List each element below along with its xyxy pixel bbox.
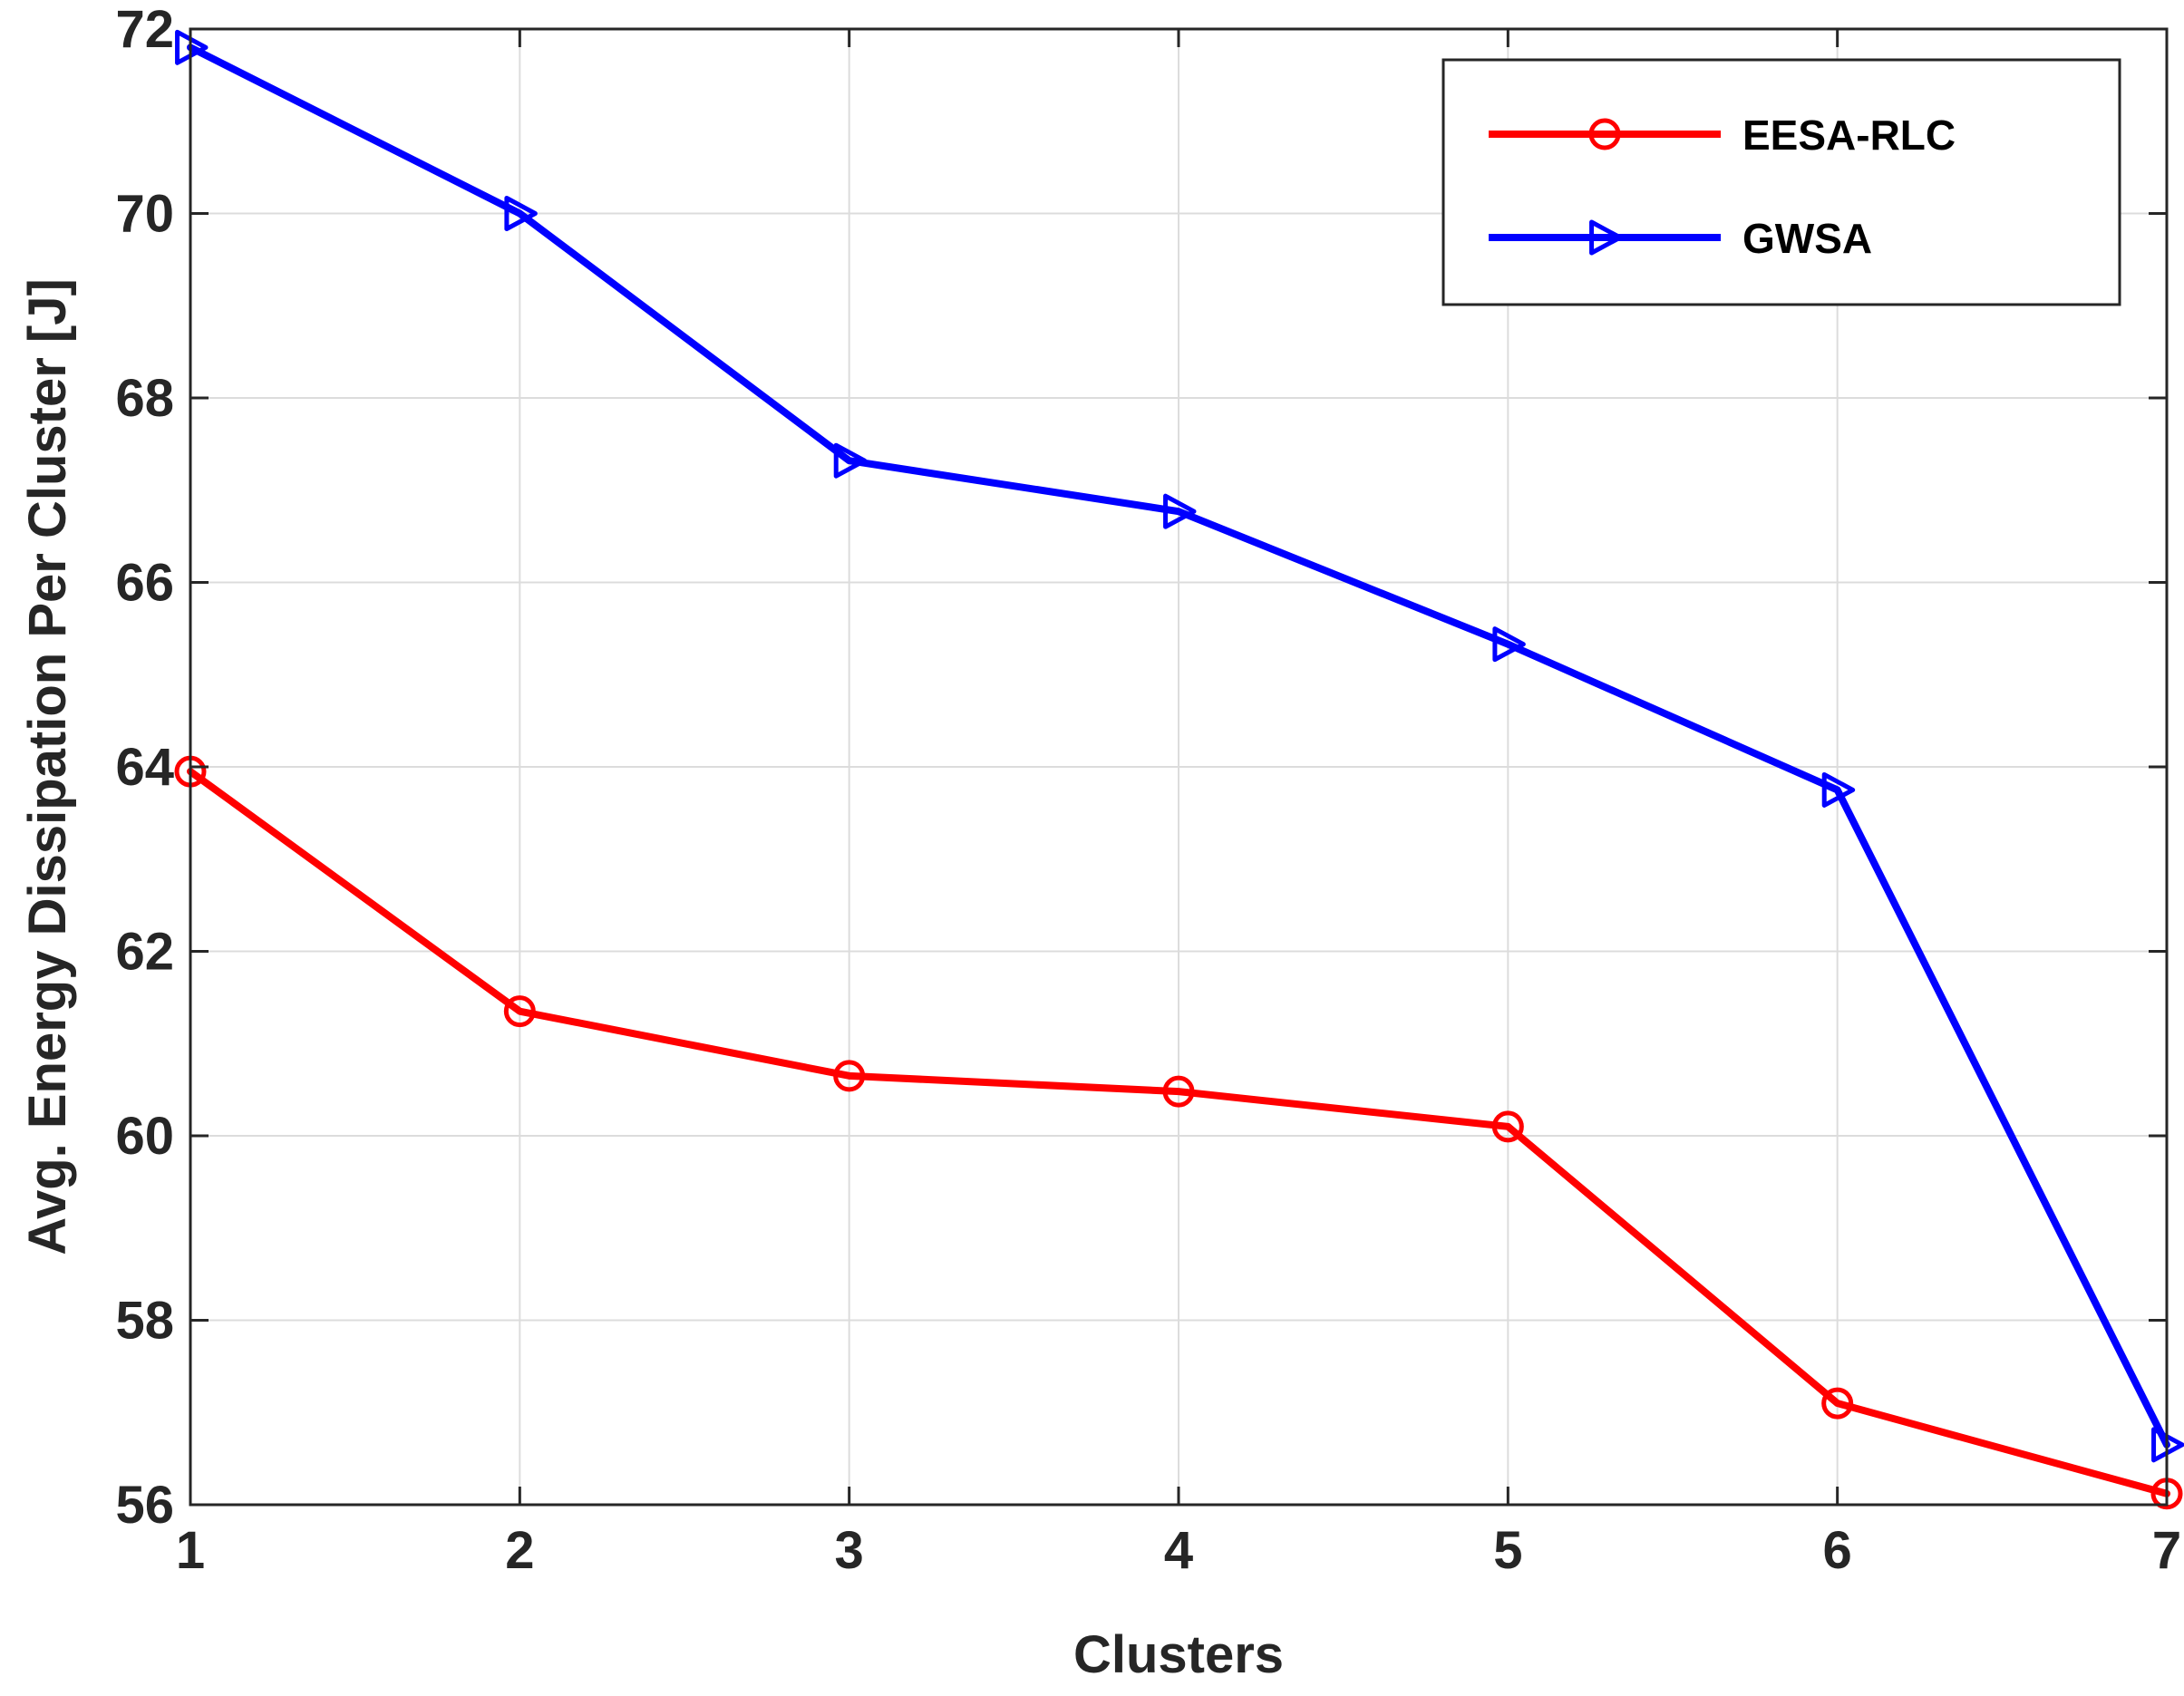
legend: EESA-RLC GWSA — [1441, 58, 2121, 306]
series-line-gwsa — [187, 44, 2170, 1449]
data-point-eesa-rlc — [1491, 1110, 1524, 1143]
y-tick-label: 72 — [115, 0, 174, 59]
data-point-eesa-rlc — [833, 1060, 866, 1092]
x-tick-label: 2 — [505, 1521, 534, 1580]
y-tick-label: 70 — [115, 185, 174, 244]
y-tick-label: 64 — [115, 738, 174, 797]
y-tick-label: 58 — [115, 1292, 174, 1351]
x-tick-label: 4 — [1164, 1521, 1193, 1580]
legend-label-gwsa: GWSA — [1742, 215, 1872, 262]
y-tick-label: 68 — [115, 369, 174, 428]
data-point-gwsa — [1821, 771, 1856, 808]
data-point-gwsa — [833, 442, 868, 479]
y-tick-label: 62 — [115, 923, 174, 982]
y-tick-label: 60 — [115, 1107, 174, 1166]
series-line-eesa-rlc — [187, 768, 2170, 1497]
legend-box — [1441, 58, 2121, 306]
data-point-gwsa — [1163, 493, 1197, 529]
x-axis-title: Clusters — [1073, 1625, 1284, 1684]
data-point-gwsa — [1492, 626, 1526, 663]
y-tick-label: 66 — [115, 554, 174, 613]
y-axis-title: Avg. Energy Dissipation Per Cluster [J] — [18, 278, 77, 1255]
x-tick-label: 6 — [1823, 1521, 1852, 1580]
y-tick-label: 56 — [115, 1476, 174, 1535]
data-point-eesa-rlc — [1821, 1387, 1854, 1420]
x-tick-label: 3 — [835, 1521, 864, 1580]
x-tick-label: 1 — [176, 1521, 205, 1580]
data-point-eesa-rlc — [1162, 1075, 1195, 1108]
x-tick-label: 7 — [2152, 1521, 2181, 1580]
x-tick-label: 5 — [1493, 1521, 1522, 1580]
series-layer — [174, 29, 2184, 1510]
legend-label-eesa-rlc: EESA-RLC — [1742, 111, 1956, 159]
legend-marker-gwsa — [1589, 219, 1623, 256]
data-point-gwsa — [504, 196, 538, 231]
legend-marker-eesa-rlc — [1588, 118, 1621, 150]
data-point-eesa-rlc — [503, 995, 536, 1028]
